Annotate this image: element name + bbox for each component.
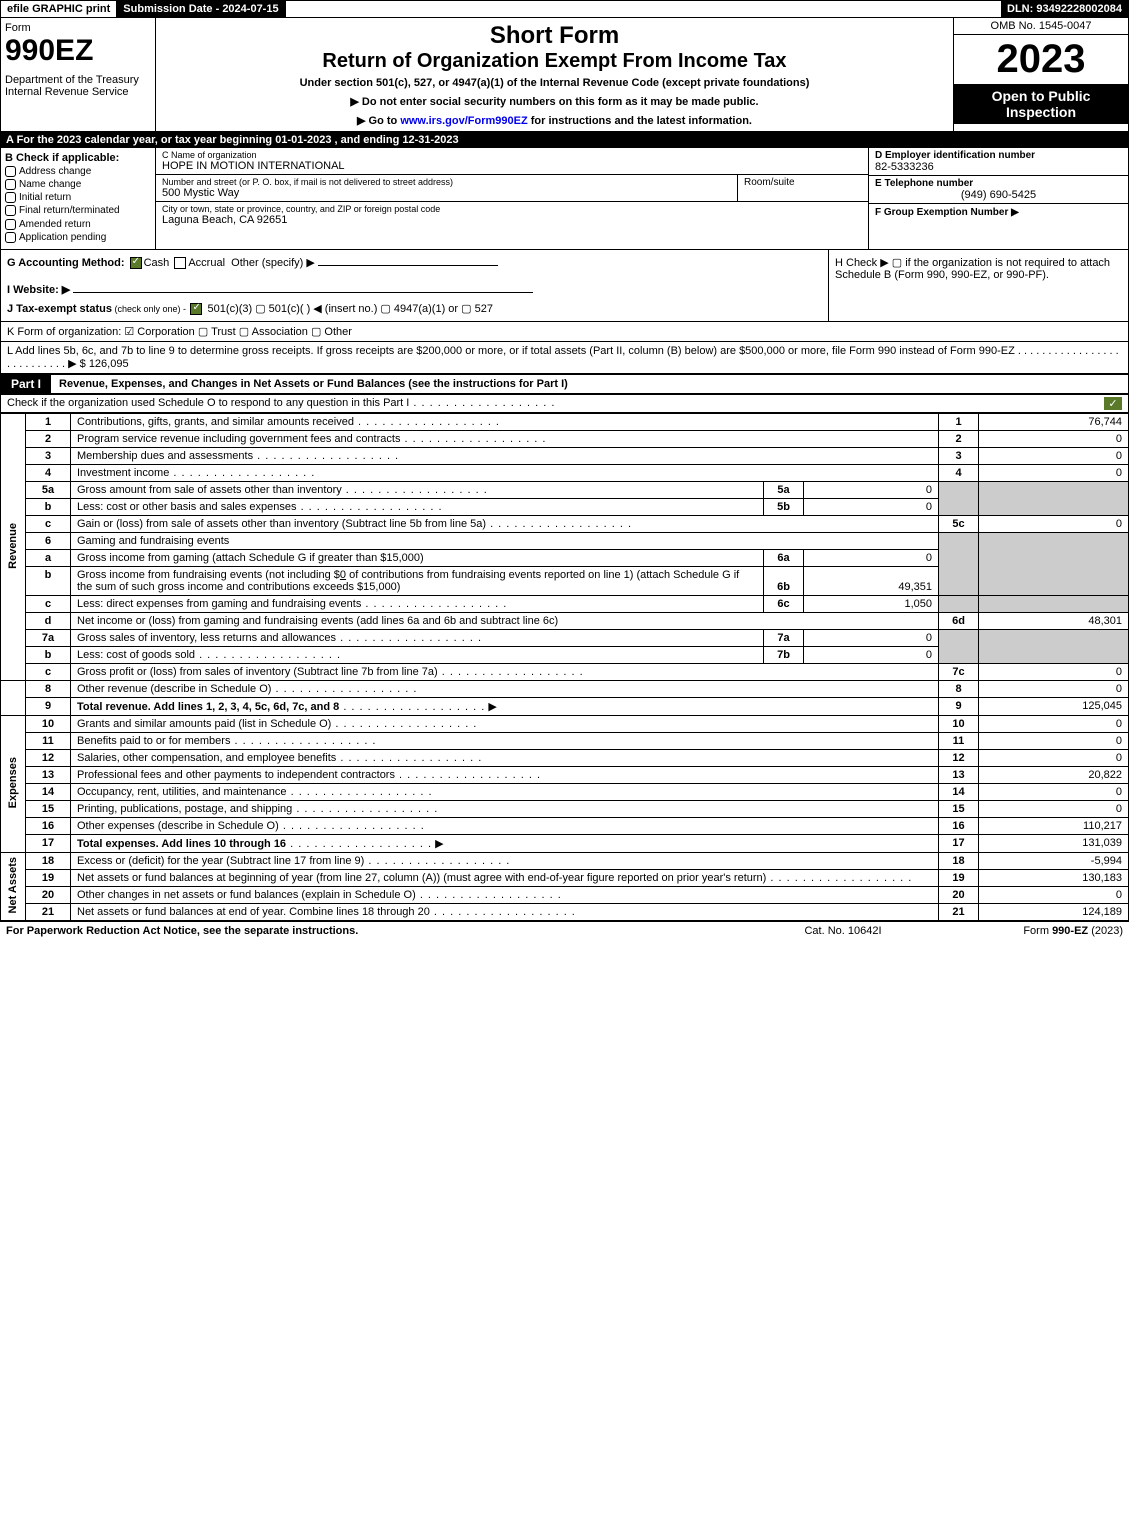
public-inspection: Open to Public Inspection — [954, 84, 1128, 124]
form-number-block: Form 990EZ Department of the Treasury In… — [1, 18, 156, 131]
form-subtitle: Under section 501(c), 527, or 4947(a)(1)… — [164, 77, 945, 89]
chk-address-change[interactable]: Address change — [5, 166, 151, 177]
section-g-h-i-j: G Accounting Method: Cash Accrual Other … — [0, 250, 1129, 322]
section-b-c-d: B Check if applicable: Address change Na… — [0, 148, 1129, 250]
tax-exempt-row: J Tax-exempt status (check only one) - 5… — [7, 302, 822, 315]
goto-pre: ▶ Go to — [357, 115, 400, 127]
form-label: Form — [5, 22, 151, 34]
department: Department of the Treasury Internal Reve… — [5, 74, 151, 98]
irs-link[interactable]: www.irs.gov/Form990EZ — [400, 115, 527, 127]
column-d-e-f: D Employer identification number 82-5333… — [868, 148, 1128, 249]
chk-name-change[interactable]: Name change — [5, 179, 151, 190]
city-row: City or town, state or province, country… — [156, 202, 868, 228]
part1-title: Revenue, Expenses, and Changes in Net As… — [51, 375, 1128, 393]
line-6b-desc: Gross income from fundraising events (no… — [71, 567, 764, 596]
top-bar: efile GRAPHIC print Submission Date - 20… — [0, 0, 1129, 18]
chk-initial-return[interactable]: Initial return — [5, 192, 151, 203]
column-c: C Name of organization HOPE IN MOTION IN… — [156, 148, 868, 249]
line-1-value: 76,744 — [979, 414, 1129, 431]
row-k-org-form: K Form of organization: ☑ Corporation ▢ … — [0, 322, 1129, 342]
submission-date: Submission Date - 2024-07-15 — [117, 1, 285, 17]
row-a-tax-year: A For the 2023 calendar year, or tax yea… — [0, 132, 1129, 148]
chk-application-pending[interactable]: Application pending — [5, 232, 151, 243]
form-title-block: Short Form Return of Organization Exempt… — [156, 18, 953, 131]
city-state-zip: Laguna Beach, CA 92651 — [162, 214, 862, 226]
ein-label: D Employer identification number — [875, 150, 1122, 161]
page-footer: For Paperwork Reduction Act Notice, see … — [0, 921, 1129, 940]
room-suite-label: Room/suite — [738, 175, 868, 201]
group-exemption-label: F Group Exemption Number ▶ — [875, 207, 1019, 218]
group-exemption-row: F Group Exemption Number ▶ — [869, 204, 1128, 220]
accounting-method-row: G Accounting Method: Cash Accrual Other … — [7, 256, 822, 269]
form-number: 990EZ — [5, 34, 151, 68]
form-title: Return of Organization Exempt From Incom… — [164, 50, 945, 73]
revenue-side-label: Revenue — [1, 414, 26, 681]
chk-final-return[interactable]: Final return/terminated — [5, 205, 151, 216]
ein-value: 82-5333236 — [875, 161, 1122, 173]
street-address: 500 Mystic Way — [162, 187, 731, 199]
website-line — [73, 292, 533, 293]
efile-label[interactable]: efile GRAPHIC print — [1, 1, 117, 17]
tax-year: 2023 — [954, 35, 1128, 84]
part1-table: Revenue 1 Contributions, gifts, grants, … — [0, 413, 1129, 921]
omb-number: OMB No. 1545-0047 — [954, 18, 1128, 35]
chk-501c3[interactable] — [190, 303, 202, 315]
form-header: Form 990EZ Department of the Treasury In… — [0, 18, 1129, 132]
col-b-head: B Check if applicable: — [5, 152, 119, 164]
street-row: Number and street (or P. O. box, if mail… — [156, 175, 868, 202]
gh-left: G Accounting Method: Cash Accrual Other … — [1, 250, 828, 321]
goto-post: for instructions and the latest informat… — [528, 115, 752, 127]
warning-ssn: ▶ Do not enter social security numbers o… — [164, 95, 945, 108]
h-check-row: H Check ▶ ▢ if the organization is not r… — [828, 250, 1128, 321]
net-assets-side-label: Net Assets — [1, 853, 26, 921]
expenses-side-label: Expenses — [1, 716, 26, 853]
goto-line: ▶ Go to www.irs.gov/Form990EZ for instru… — [164, 114, 945, 127]
chk-cash[interactable] — [130, 257, 142, 269]
line-1-desc: Contributions, gifts, grants, and simila… — [71, 414, 939, 431]
column-b: B Check if applicable: Address change Na… — [1, 148, 156, 249]
catalog-no: Cat. No. 10642I — [743, 925, 943, 937]
ein-row: D Employer identification number 82-5333… — [869, 148, 1128, 176]
phone-label: E Telephone number — [875, 178, 1122, 189]
phone-value: (949) 690-5425 — [875, 189, 1122, 201]
org-name: HOPE IN MOTION INTERNATIONAL — [162, 160, 862, 172]
street-label: Number and street (or P. O. box, if mail… — [162, 177, 731, 187]
part1-header: Part I Revenue, Expenses, and Changes in… — [0, 374, 1129, 395]
paperwork-notice: For Paperwork Reduction Act Notice, see … — [6, 925, 743, 937]
org-name-label: C Name of organization — [162, 150, 862, 160]
other-specify-line — [318, 265, 498, 266]
org-name-row: C Name of organization HOPE IN MOTION IN… — [156, 148, 868, 175]
dln: DLN: 93492228002084 — [1001, 1, 1128, 17]
website-row: I Website: ▶ — [7, 283, 822, 296]
chk-accrual[interactable] — [174, 257, 186, 269]
part1-schedule-o-check: Check if the organization used Schedule … — [0, 395, 1129, 413]
phone-row: E Telephone number (949) 690-5425 — [869, 176, 1128, 204]
schedule-o-checkbox[interactable]: ✓ — [1104, 397, 1122, 410]
row-l-gross-receipts: L Add lines 5b, 6c, and 7b to line 9 to … — [0, 342, 1129, 374]
year-block: OMB No. 1545-0047 2023 Open to Public In… — [953, 18, 1128, 131]
form-footer-label: Form 990-EZ (2023) — [943, 925, 1123, 937]
city-label: City or town, state or province, country… — [162, 204, 862, 214]
short-form-label: Short Form — [164, 22, 945, 50]
chk-amended-return[interactable]: Amended return — [5, 219, 151, 230]
part1-tab: Part I — [1, 374, 51, 394]
